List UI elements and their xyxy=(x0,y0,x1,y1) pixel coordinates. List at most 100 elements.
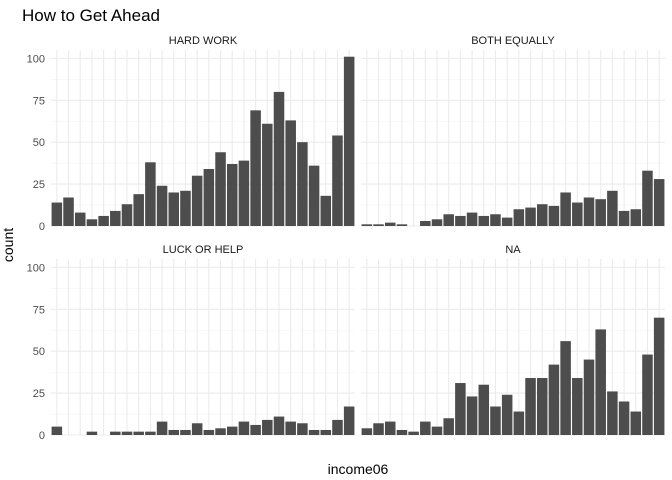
bar xyxy=(86,219,98,226)
bar xyxy=(133,194,144,226)
bar xyxy=(513,411,525,435)
bar xyxy=(203,169,215,226)
bar xyxy=(74,212,86,226)
bar xyxy=(215,152,226,226)
bar xyxy=(630,209,642,226)
bar xyxy=(308,429,320,435)
bar xyxy=(443,214,454,226)
bar xyxy=(273,91,285,227)
bar xyxy=(490,406,501,435)
bar xyxy=(215,428,226,435)
bar xyxy=(618,210,630,226)
bar xyxy=(478,215,490,226)
bar xyxy=(513,209,525,226)
bar xyxy=(630,411,642,435)
bar xyxy=(121,431,133,435)
facet-strip-label: HARD WORK xyxy=(169,35,238,47)
bar xyxy=(297,142,308,226)
y-tick-label: 100 xyxy=(27,53,45,65)
bar xyxy=(51,202,63,226)
bar xyxy=(110,431,121,435)
bar xyxy=(133,431,144,435)
bar xyxy=(226,163,238,226)
bar xyxy=(466,396,478,435)
bar xyxy=(572,202,583,226)
bar xyxy=(384,421,396,435)
bar xyxy=(478,384,490,435)
bar xyxy=(332,135,343,226)
facet-panel: LUCK OR HELP 0 25 50 75 100 xyxy=(27,244,355,442)
bar xyxy=(618,401,630,435)
y-tick-label: 100 xyxy=(27,262,45,274)
bar xyxy=(420,220,431,226)
bar xyxy=(466,212,478,226)
bar xyxy=(262,419,273,435)
bar xyxy=(51,426,63,435)
bar xyxy=(168,192,180,226)
bar xyxy=(320,195,332,226)
chart-title: How to Get Ahead xyxy=(22,6,160,25)
bar xyxy=(250,424,261,435)
bar xyxy=(525,207,536,226)
bar xyxy=(308,165,320,226)
y-tick-label: 50 xyxy=(33,346,45,358)
bar xyxy=(607,391,618,435)
bar xyxy=(156,421,168,435)
bar xyxy=(180,429,191,435)
bar xyxy=(396,429,408,435)
bar xyxy=(262,123,273,226)
bar xyxy=(431,219,443,226)
bar xyxy=(653,179,665,226)
bar xyxy=(297,423,308,435)
bar xyxy=(320,429,332,435)
bar xyxy=(98,215,109,226)
y-axis-title: count xyxy=(0,228,16,262)
bar xyxy=(226,426,238,435)
y-tick-label: 0 xyxy=(39,430,45,442)
y-tick-label: 25 xyxy=(33,179,45,191)
bar xyxy=(238,421,250,435)
bar xyxy=(250,110,261,226)
bar xyxy=(191,423,203,435)
bar xyxy=(168,429,180,435)
bar xyxy=(525,378,536,435)
bar xyxy=(490,214,501,226)
bar xyxy=(273,416,285,435)
bar xyxy=(443,418,454,435)
bar xyxy=(361,224,373,226)
bar xyxy=(607,190,618,226)
facet-panels: HARD WORK 0 25 50 75 100 BOTH EQUALLY LUCK OR H… xyxy=(27,35,665,442)
bar xyxy=(110,210,121,226)
bar xyxy=(536,378,548,435)
bar xyxy=(191,175,203,226)
bar xyxy=(121,204,133,226)
bar xyxy=(343,56,355,227)
bar xyxy=(332,419,343,435)
bar xyxy=(560,341,571,435)
y-tick-label: 25 xyxy=(33,388,45,400)
y-tick-label: 0 xyxy=(39,221,45,233)
bar xyxy=(595,329,606,435)
bar xyxy=(583,197,595,226)
bar xyxy=(145,162,156,226)
bar xyxy=(63,197,74,226)
facet-panel: BOTH EQUALLY xyxy=(361,35,665,227)
bar xyxy=(595,199,606,226)
bar xyxy=(548,205,560,226)
bar xyxy=(583,359,595,435)
y-tick-label: 75 xyxy=(33,95,45,107)
bar xyxy=(560,192,571,226)
bar xyxy=(238,160,250,226)
bar xyxy=(420,421,431,435)
y-tick-label: 50 xyxy=(33,137,45,149)
x-axis-title: income06 xyxy=(328,461,389,477)
facet-panel: HARD WORK 0 25 50 75 100 xyxy=(27,35,355,233)
bar xyxy=(408,431,419,435)
bar xyxy=(501,394,513,435)
bar xyxy=(653,317,665,435)
bar xyxy=(501,217,513,226)
facet-panel: NA xyxy=(361,244,665,436)
bar xyxy=(145,431,156,435)
bar xyxy=(373,423,384,435)
bar xyxy=(572,378,583,435)
